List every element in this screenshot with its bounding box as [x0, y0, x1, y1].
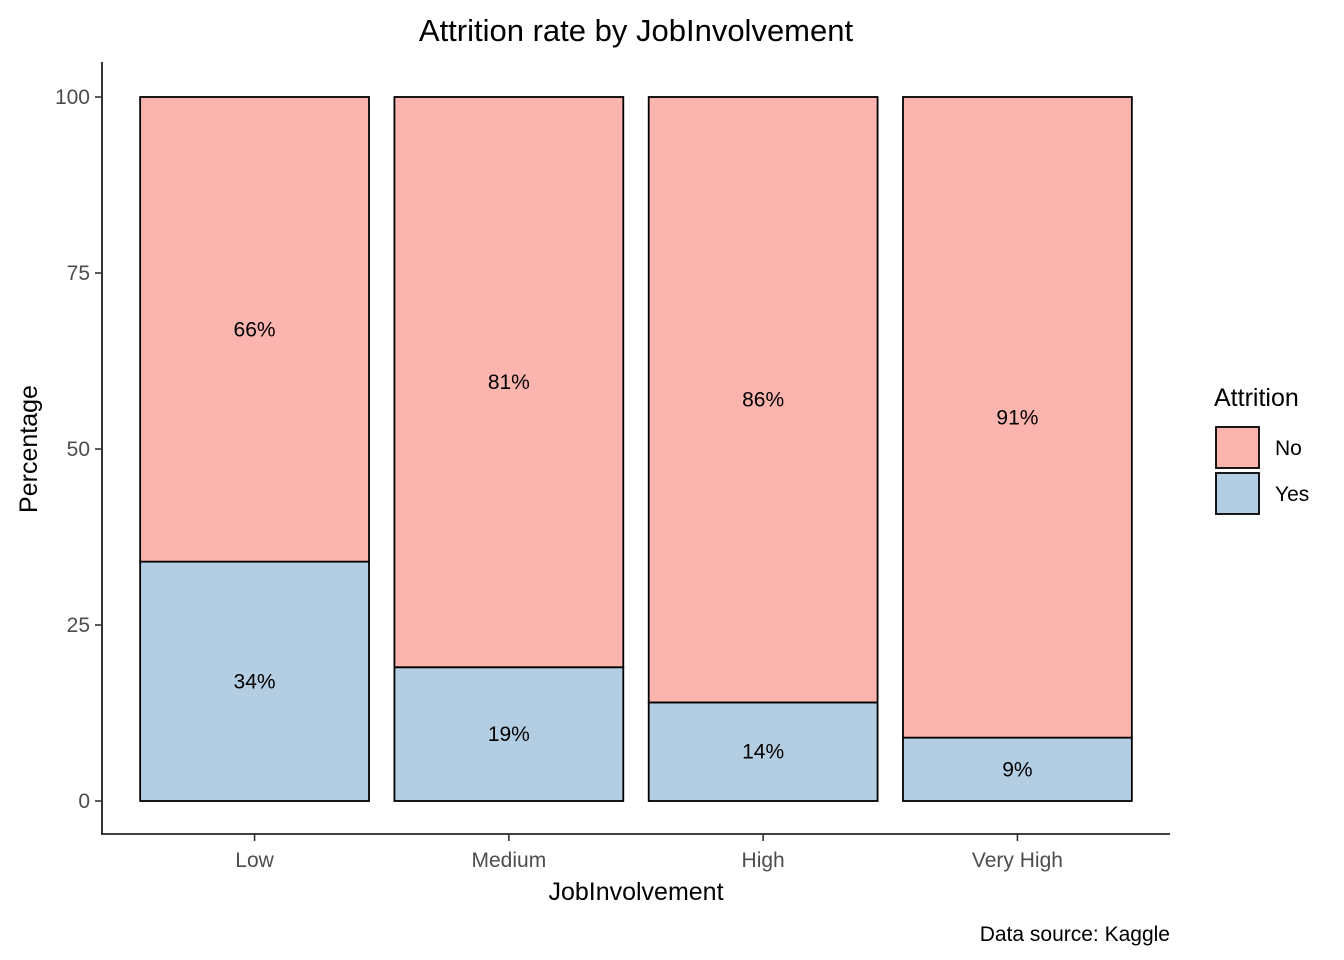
bar-label-high-no: 86%	[742, 389, 784, 412]
bar-label-very-high-yes: 9%	[1002, 758, 1032, 781]
bar-label-very-high-no: 91%	[996, 406, 1038, 429]
x-tick-label-high: High	[742, 849, 785, 872]
y-tick-label: 0	[78, 790, 90, 813]
caption: Data source: Kaggle	[980, 923, 1170, 946]
legend-label-yes: Yes	[1275, 483, 1309, 506]
bars-group	[139, 96, 1133, 802]
bar-label-low-no: 66%	[234, 318, 276, 341]
bar-low-no	[139, 96, 370, 563]
bar-label-high-yes: 14%	[742, 741, 784, 764]
y-tick-label: 25	[67, 614, 90, 637]
bar-label-low-yes: 34%	[234, 670, 276, 693]
bar-very-high-yes	[902, 736, 1133, 802]
legend-swatch-no	[1215, 426, 1260, 469]
y-tick-label: 100	[55, 86, 90, 109]
y-tick-label: 50	[67, 438, 90, 461]
bar-very-high-no	[902, 96, 1133, 739]
y-axis-title: Percentage	[15, 385, 43, 513]
y-tick-label: 75	[67, 262, 90, 285]
legend-title: Attrition	[1214, 384, 1299, 412]
x-tick-label-very-high: Very High	[972, 849, 1063, 872]
y-axis-ticks: 0 25 50 75 100	[55, 86, 102, 813]
bar-high-yes	[647, 701, 879, 802]
x-axis-ticks: Low Medium High Very High	[235, 834, 1063, 872]
legend-swatch-yes	[1215, 472, 1260, 515]
bar-labels-group: 34% 66% 19% 81% 14% 86% 9% 91%	[234, 318, 1039, 781]
x-tick-label-low: Low	[235, 849, 274, 872]
x-tick-label-medium: Medium	[472, 849, 547, 872]
bar-label-medium-yes: 19%	[488, 723, 530, 746]
legend: Attrition No Yes	[1214, 384, 1309, 515]
bar-low-yes	[139, 560, 370, 802]
bar-label-medium-no: 81%	[488, 371, 530, 394]
bar-medium-no	[393, 96, 625, 669]
bar-high-no	[647, 96, 879, 704]
legend-entries: No Yes	[1215, 426, 1309, 515]
chart-title: Attrition rate by JobInvolvement	[419, 13, 854, 48]
x-axis-title: JobInvolvement	[548, 878, 723, 906]
legend-label-no: No	[1275, 437, 1302, 460]
